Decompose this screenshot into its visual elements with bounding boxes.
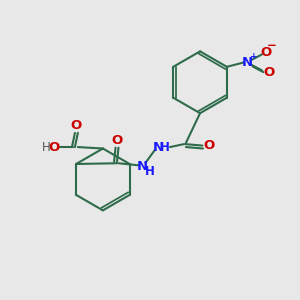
Text: H: H — [160, 141, 170, 154]
Text: H: H — [145, 165, 154, 178]
Text: N: N — [242, 56, 253, 69]
Text: H: H — [42, 141, 51, 154]
Text: O: O — [71, 119, 82, 132]
Text: −: − — [267, 39, 277, 52]
Text: N: N — [153, 141, 164, 154]
Text: O: O — [49, 141, 60, 154]
Text: +: + — [250, 52, 257, 61]
Text: O: O — [204, 139, 215, 152]
Text: O: O — [264, 66, 275, 79]
Text: N: N — [136, 160, 148, 173]
Text: O: O — [260, 46, 271, 59]
Text: O: O — [111, 134, 123, 147]
